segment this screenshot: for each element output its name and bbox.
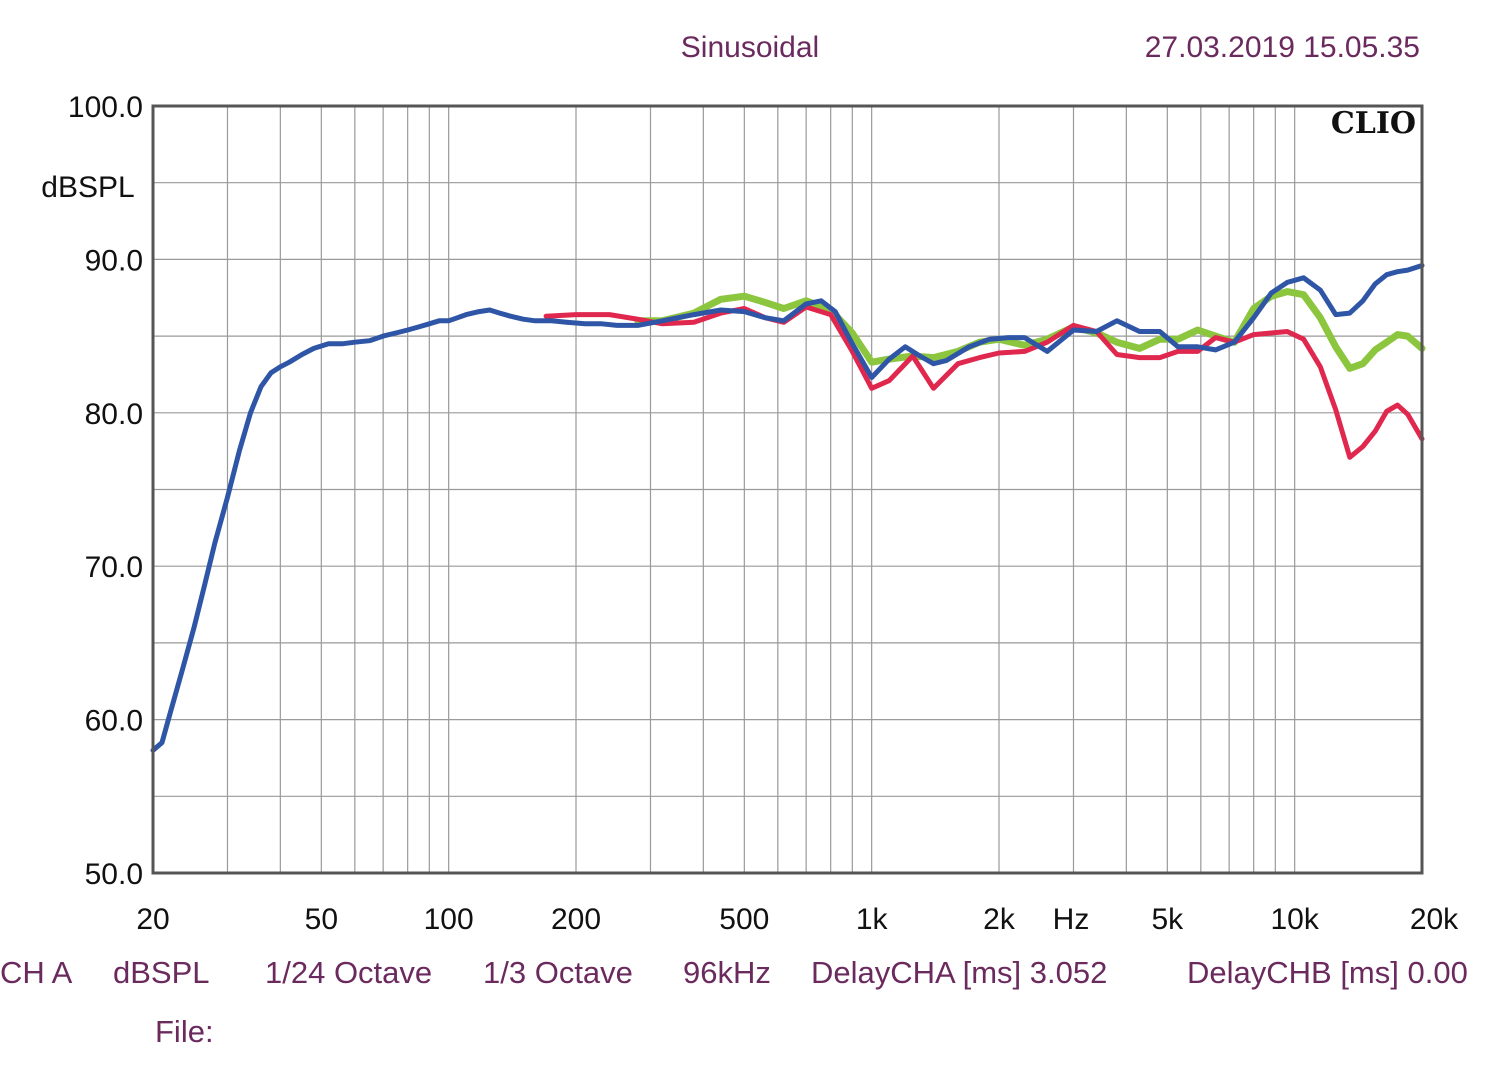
- y-tick-labels: 100.0 90.0 80.0 70.0 60.0 50.0: [68, 91, 143, 891]
- x-tick-label: 500: [719, 903, 769, 936]
- footer-channel: CH A: [0, 955, 73, 990]
- clio-brand-label: CLIO: [1331, 106, 1416, 141]
- x-tick-label: 100: [424, 903, 474, 936]
- y-axis-unit-label: dBSPL: [41, 171, 134, 204]
- series-line-3: [150, 263, 1425, 753]
- footer-delay-cha: DelayCHA [ms] 3.052: [811, 955, 1107, 990]
- footer-unit: dBSPL: [113, 955, 210, 990]
- y-tick-label: 60.0: [85, 705, 143, 738]
- footer-file-label: File:: [155, 1014, 214, 1049]
- x-tick-label: 20: [136, 903, 169, 936]
- y-tick-label: 90.0: [85, 244, 143, 277]
- plot-grid: [153, 106, 1422, 873]
- footer-sample-rate: 96kHz: [683, 955, 771, 990]
- x-tick-label: 1k: [856, 903, 889, 936]
- x-tick-labels: 20 50 100 200 500 1k 2k 5k 10k 20k: [136, 903, 1459, 936]
- x-tick-label: 5k: [1151, 903, 1184, 936]
- y-tick-label: 100.0: [68, 91, 143, 124]
- y-tick-label: 70.0: [85, 551, 143, 584]
- footer-smoothing: 1/3 Octave: [483, 955, 633, 990]
- x-tick-label: 20k: [1410, 903, 1459, 936]
- measurement-footer: CH A dBSPL 1/24 Octave 1/3 Octave 96kHz …: [0, 955, 1468, 1049]
- x-axis-unit-label: Hz: [1053, 903, 1090, 936]
- y-tick-label: 50.0: [85, 858, 143, 891]
- measurement-mode-label: Sinusoidal: [681, 31, 819, 64]
- series-line-1: [634, 288, 1426, 372]
- series-layer: [150, 263, 1426, 753]
- x-tick-label: 50: [305, 903, 338, 936]
- footer-delay-chb: DelayCHB [ms] 0.00: [1187, 955, 1468, 990]
- plot-frame: [151, 104, 1424, 875]
- x-tick-label: 10k: [1270, 903, 1319, 936]
- measurement-timestamp: 27.03.2019 15.05.35: [1145, 31, 1420, 64]
- x-tick-label: 200: [551, 903, 601, 936]
- series-line-2: [543, 304, 1425, 460]
- y-tick-label: 80.0: [85, 398, 143, 431]
- x-tick-label: 2k: [983, 903, 1016, 936]
- footer-resolution: 1/24 Octave: [265, 955, 432, 990]
